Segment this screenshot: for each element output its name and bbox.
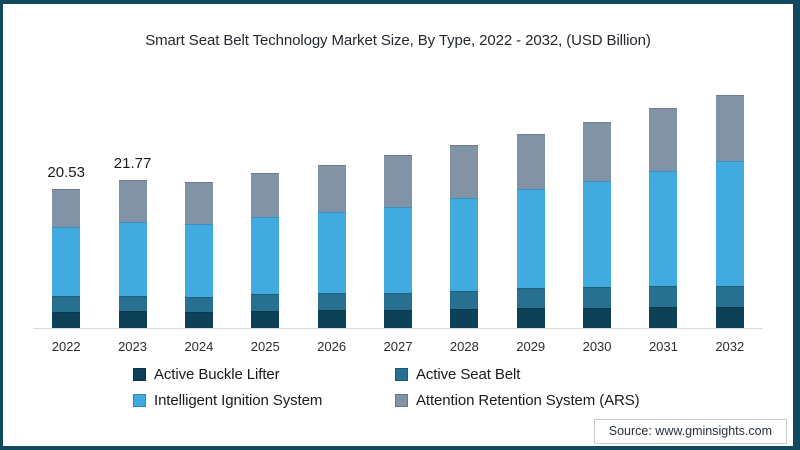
bar-segment (516, 308, 545, 328)
source-text: Source: www.gminsights.com (608, 424, 772, 438)
bar-value-label: 21.77 (113, 155, 152, 172)
bar-segment (317, 164, 346, 213)
legend-item-active-buckle-lifter: Active Buckle Lifter (133, 366, 395, 383)
bar-segment (118, 296, 147, 312)
bar-2028 (450, 145, 479, 328)
chart-title: Smart Seat Belt Technology Market Size, … (145, 32, 651, 49)
x-axis-label: 2024 (184, 339, 214, 354)
legend-swatch-attention-retention-system (395, 394, 408, 407)
bars-container: 20.53 21.77 (33, 89, 763, 328)
bar-segment (383, 207, 412, 293)
bar-2023 (118, 180, 147, 328)
bar-slot-2027 (365, 89, 431, 328)
bar-value-label: 20.53 (47, 164, 85, 181)
bar-slot-2024 (166, 89, 232, 328)
bar-segment (118, 180, 147, 222)
bar-segment (715, 160, 744, 286)
bar-segment (649, 171, 678, 287)
legend-swatch-active-buckle-lifter (133, 368, 146, 381)
legend-item-active-seat-belt: Active Seat Belt (395, 366, 640, 383)
bar-slot-2026 (298, 89, 364, 328)
bar-segment (52, 311, 81, 328)
bar-segment (715, 306, 744, 328)
x-axis-label: 2030 (582, 339, 612, 354)
x-axis: 2022 2023 2024 2025 2026 2027 2028 2029 2030 2031… (33, 339, 763, 354)
legend: Active Buckle Lifter Active Seat Belt In… (133, 366, 640, 409)
bar-segment (317, 293, 346, 310)
legend-swatch-active-seat-belt (395, 368, 408, 381)
legend-label: Active Buckle Lifter (154, 366, 280, 383)
bar-2022 (52, 188, 81, 328)
bar-segment (251, 172, 280, 218)
source-attribution: Source: www.gminsights.com (593, 419, 787, 444)
bar-segment (383, 309, 412, 328)
legend-item-intelligent-ignition-system: Intelligent Ignition System (133, 392, 395, 409)
legend-label: Attention Retention System (ARS) (416, 392, 640, 409)
bar-segment (649, 108, 678, 172)
bar-slot-2029 (498, 89, 564, 328)
bar-segment (450, 197, 479, 291)
bar-slot-2023: 21.77 (99, 89, 165, 328)
bar-segment (317, 212, 346, 294)
bar-2026 (317, 164, 346, 328)
bar-segment (251, 310, 280, 328)
bar-segment (184, 296, 213, 313)
bar-segment (52, 188, 81, 228)
bar-segment (583, 122, 612, 182)
x-axis-label: 2023 (118, 339, 147, 354)
bar-segment (118, 221, 147, 297)
bar-segment (251, 294, 280, 311)
bar-segment (251, 217, 280, 295)
x-axis-label: 2029 (516, 339, 546, 354)
bar-segment (383, 155, 412, 208)
legend-item-attention-retention-system: Attention Retention System (ARS) (395, 392, 640, 409)
bar-segment (583, 181, 612, 288)
legend-swatch-intelligent-ignition-system (133, 394, 146, 407)
bar-slot-2031 (630, 89, 696, 328)
bar-segment (516, 288, 545, 309)
x-axis-label: 2032 (715, 339, 745, 354)
bar-2027 (383, 155, 412, 328)
x-axis-label: 2027 (383, 339, 413, 354)
bar-segment (118, 311, 147, 328)
bar-segment (649, 307, 678, 328)
plot-area: 20.53 21.77 (33, 89, 763, 329)
x-axis-label: 2022 (51, 339, 81, 354)
bar-segment (52, 296, 81, 312)
bar-2031 (649, 108, 678, 328)
x-axis-label: 2028 (449, 339, 479, 354)
x-axis-label: 2025 (250, 339, 280, 354)
bar-segment (184, 312, 213, 328)
bar-2024 (184, 182, 213, 328)
bar-2032 (715, 94, 744, 328)
bar-segment (184, 224, 213, 297)
bar-2030 (583, 122, 612, 328)
bar-segment (450, 145, 479, 198)
bar-segment (383, 292, 412, 310)
legend-label: Active Seat Belt (416, 366, 521, 383)
bar-slot-2032 (697, 89, 763, 328)
bar-slot-2025 (232, 89, 298, 328)
bar-2025 (251, 172, 280, 328)
bar-segment (715, 94, 744, 161)
bar-segment (52, 227, 81, 297)
x-axis-label: 2031 (648, 339, 678, 354)
bar-segment (317, 310, 346, 328)
bar-2029 (516, 134, 545, 328)
bar-slot-2030 (564, 89, 630, 328)
bar-segment (450, 309, 479, 328)
bar-segment (184, 182, 213, 225)
bar-slot-2022: 20.53 (33, 89, 99, 328)
bar-segment (516, 189, 545, 289)
legend-label: Intelligent Ignition System (154, 392, 323, 409)
bar-segment (583, 287, 612, 308)
bar-segment (649, 286, 678, 308)
bar-segment (450, 290, 479, 310)
x-axis-label: 2026 (317, 339, 347, 354)
bar-segment (583, 307, 612, 328)
bar-segment (715, 285, 744, 307)
bar-slot-2028 (431, 89, 497, 328)
bar-segment (516, 134, 545, 190)
